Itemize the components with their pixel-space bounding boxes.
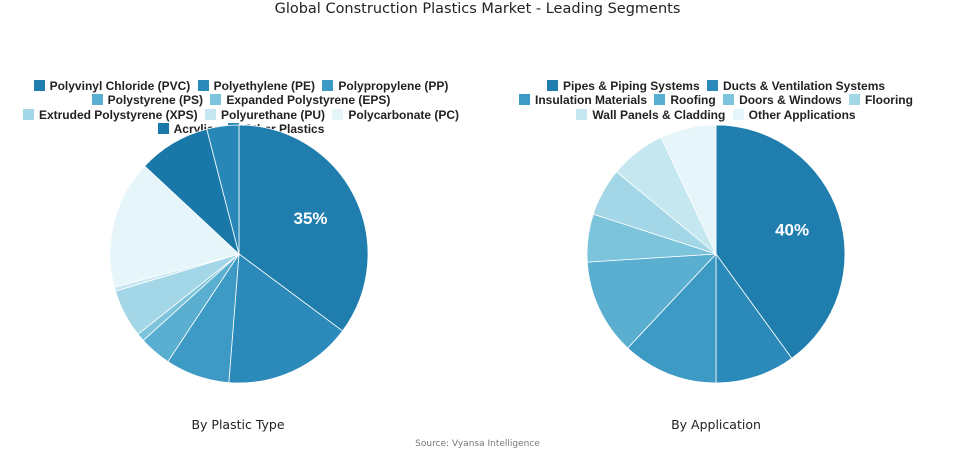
chart-caption-plastic-type: By Plastic Type	[191, 417, 285, 432]
pie-slice-ducts-ventilation-systems	[715, 252, 793, 384]
data-label: 35%	[293, 209, 327, 228]
legend-item: Other Applications	[732, 107, 856, 122]
legend-swatch	[546, 80, 558, 91]
legend-item: Wall Panels & Cladding	[576, 108, 725, 122]
legend-swatch	[322, 80, 334, 91]
legend-label: Other Applications	[748, 107, 856, 122]
legend-swatch	[332, 108, 344, 120]
pie-slice-roofing	[586, 253, 717, 349]
legend-swatch	[205, 108, 216, 120]
legend-item: Polypropylene (PP)	[322, 79, 448, 93]
legend-label: Extruded Polystyrene (XPS)	[38, 107, 198, 122]
legend-swatch	[91, 94, 103, 106]
pie-slice-pipes-piping-systems	[715, 124, 846, 359]
legend-swatch	[723, 94, 735, 106]
pie-slice-polyethylene-pe	[228, 253, 344, 384]
legend-label: Polycarbonate (PC)	[348, 107, 460, 122]
legend-item: Expanded Polystyrene (EPS)	[210, 93, 390, 107]
legend-swatch	[22, 108, 34, 120]
legend-label: Polyurethane (PU)	[221, 107, 326, 122]
legend-swatch	[33, 80, 45, 91]
pie-slice-other-applications	[660, 124, 717, 255]
legend-swatch	[210, 94, 222, 106]
legend-swatch	[519, 94, 531, 106]
legend-label: Doors & Windows	[739, 93, 842, 108]
legend-label: Expanded Polystyrene (EPS)	[226, 93, 391, 108]
pie-slice-insulation-materials	[627, 252, 717, 384]
legend-label: Pipes & Piping Systems	[562, 79, 700, 93]
legend-swatch	[707, 80, 718, 91]
source-note: Source: Vyansa Intelligence	[415, 439, 540, 449]
legend-label: Roofing	[670, 93, 716, 108]
legend-item: Doors & Windows	[723, 93, 842, 107]
legend-label: Flooring	[864, 93, 913, 108]
legend-application: Pipes & Piping Systems Ducts & Ventilati…	[481, 79, 951, 122]
legend-swatch	[654, 94, 666, 106]
chart-caption-application: By Application	[671, 417, 761, 432]
legend-label: Polyvinyl Chloride (PVC)	[49, 79, 191, 93]
pie-slice-polyvinyl-chloride-pvc	[238, 124, 369, 332]
legend-label: Polystyrene (PS)	[107, 93, 203, 108]
legend-label: Insulation Materials	[535, 93, 648, 108]
legend-label: Wall Panels & Cladding	[592, 107, 726, 122]
legend-swatch	[576, 108, 588, 120]
pie-slice-polycarbonate-pc	[109, 165, 240, 288]
legend-item: Ducts & Ventilation Systems	[707, 79, 885, 93]
legend-swatch	[732, 108, 744, 120]
page-title: Global Construction Plastics Market - Le…	[274, 1, 681, 17]
legend-item: Polyvinyl Chloride (PVC)	[33, 79, 191, 93]
legend-label: Polyethylene (PE)	[213, 79, 316, 93]
legend-item: Polyurethane (PU)	[205, 108, 325, 122]
legend-plastic-type: Polyvinyl Chloride (PVC) Polyethylene (P…	[6, 79, 476, 137]
legend-item: Pipes & Piping Systems	[546, 79, 700, 93]
legend-item: Flooring	[848, 93, 913, 108]
data-label: 40%	[775, 220, 809, 239]
legend-swatch	[848, 94, 860, 106]
legend-swatch	[197, 80, 209, 91]
legend-swatch	[157, 123, 169, 135]
pie-slice-other-plastics	[206, 124, 240, 255]
legend-label: Polypropylene (PP)	[338, 79, 449, 93]
legend-item: Extruded Polystyrene (XPS)	[22, 107, 198, 122]
legend-item: Roofing	[654, 93, 716, 108]
legend-item: Polycarbonate (PC)	[332, 108, 459, 122]
legend-item: Insulation Materials	[519, 93, 647, 107]
legend-item: Polyethylene (PE)	[197, 79, 316, 93]
legend-label: Ducts & Ventilation Systems	[723, 79, 886, 93]
legend-item: Polystyrene (PS)	[91, 93, 203, 108]
